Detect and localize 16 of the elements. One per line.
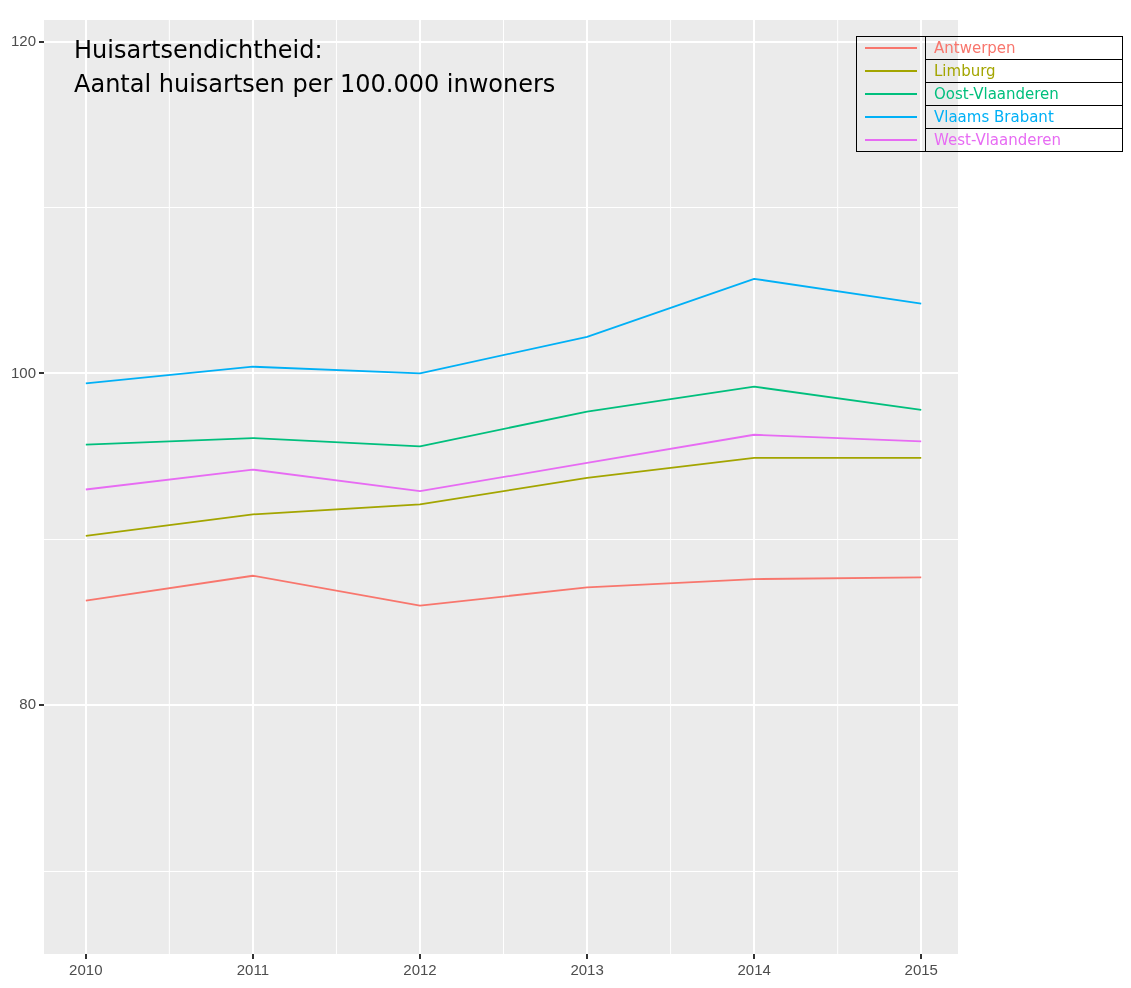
text: Oost-Vlaanderen [925,82,1123,106]
text: Aantal huisartsen per 100.000 inwoners [74,70,556,99]
x-tick-label: 2011 [236,961,270,979]
text: Antwerpen [925,36,1123,60]
x-tick-label: 2012 [403,961,437,979]
x-tick-label: 2013 [570,961,604,979]
x-tick-label: 2015 [904,961,938,979]
text: Vlaams Brabant [925,105,1123,129]
y-tick-label: 100 [11,363,37,381]
x-tick-label: 2010 [69,961,103,979]
y-tick-label: 120 [11,31,37,49]
y-tick-label: 80 [19,695,37,713]
x-tick-label: 2014 [737,961,771,979]
text: Limburg [925,59,1123,83]
text: Huisartsendichtheid: [74,36,323,65]
text: West-Vlaanderen [925,128,1123,152]
